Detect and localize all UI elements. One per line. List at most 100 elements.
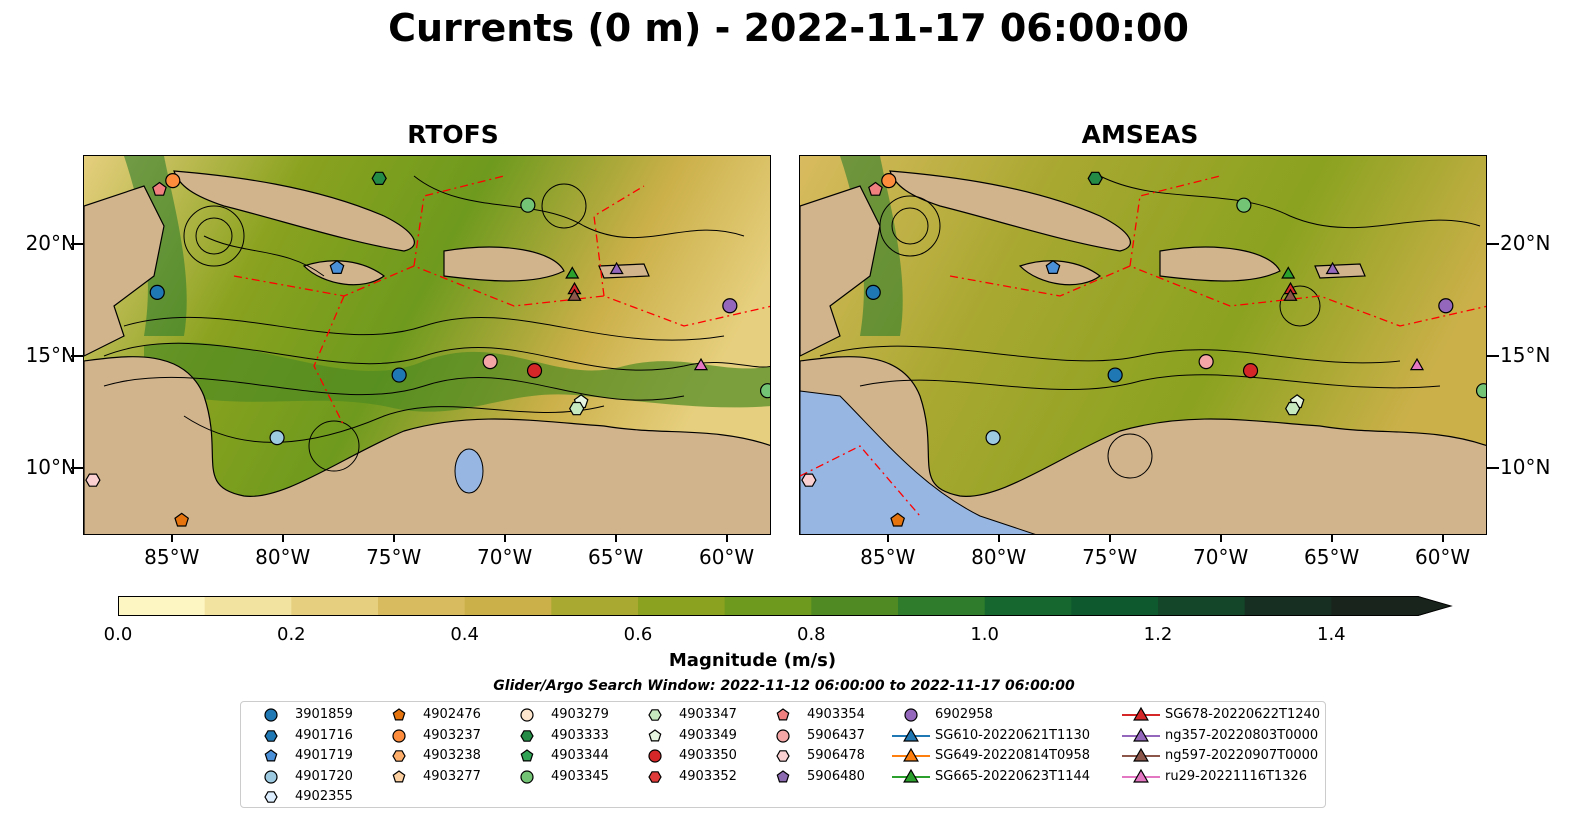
observation-marker-4902476[interactable] [890, 512, 906, 527]
legend: 3901859 4901716 4901719 4901720 4902355 49024… [240, 701, 1326, 808]
lon-tick-label: 70°W [1193, 545, 1249, 569]
observation-marker-4903345[interactable] [520, 197, 536, 213]
legend-label: 4903349 [679, 727, 737, 743]
observation-marker-ru29-20221116T1326[interactable] [1409, 357, 1425, 371]
observation-markers [801, 171, 1487, 527]
colorbar-tick-label: 0.4 [450, 624, 479, 645]
legend-label: 4903279 [551, 707, 609, 722]
observation-marker-4903350[interactable] [1242, 362, 1259, 379]
colorbar-segment [638, 596, 726, 616]
observation-marker-3901859[interactable] [1107, 367, 1123, 383]
map-rtofs[interactable] [83, 155, 771, 535]
lon-tick [503, 535, 506, 542]
observation-marker-4903354[interactable] [868, 181, 883, 196]
legend-label: 4903350 [679, 748, 737, 763]
observation-marker-5906437[interactable] [1198, 354, 1214, 370]
panel-title-rtofs: RTOFS [407, 120, 499, 149]
lon-tick [392, 535, 395, 542]
lat-tick [71, 355, 83, 358]
lon-tick [281, 535, 284, 542]
map-amseas[interactable] [799, 155, 1487, 535]
lon-tick [725, 535, 728, 542]
observation-marker-6902958[interactable] [1438, 298, 1454, 314]
legend-label: SG649-20220814T0958 [935, 748, 1091, 763]
colorbar-tick-label: 1.4 [1317, 624, 1346, 645]
observation-marker-4903345[interactable] [759, 383, 771, 399]
lon-tick-label: 60°W [698, 545, 755, 569]
jamaica-land [1018, 260, 1102, 286]
observation-marker-5906478[interactable] [85, 473, 101, 487]
yucatan-land [800, 185, 881, 357]
legend-label: 4902355 [295, 789, 353, 804]
legend-marker-icon [904, 708, 918, 722]
lat-tick [1487, 243, 1499, 246]
observation-marker-ng597-20220907T0000[interactable] [1283, 288, 1298, 301]
streamlines [819, 175, 1481, 479]
lon-tick [1441, 535, 1444, 542]
legend-marker-icon [1122, 747, 1160, 762]
legend-label: ng357-20220803T0000 [1165, 727, 1319, 743]
observation-markers [85, 171, 771, 527]
observation-marker-4903350[interactable] [526, 362, 543, 379]
observation-marker-SG665-20220623T1144[interactable] [1281, 266, 1296, 279]
observation-marker-4903345[interactable] [1475, 383, 1487, 399]
lon-tick-label: 65°W [588, 545, 644, 569]
observation-marker-4903347[interactable] [569, 401, 585, 416]
observation-marker-4903347[interactable] [1285, 401, 1301, 416]
observation-marker-5906437[interactable] [482, 354, 498, 370]
observation-marker-4901720[interactable] [269, 430, 285, 446]
observation-marker-4903237[interactable] [165, 172, 181, 189]
jamaica-land [302, 260, 386, 286]
observation-marker-4903345[interactable] [1236, 197, 1252, 213]
observation-marker-ng357-20220803T0000[interactable] [1325, 261, 1340, 275]
observation-marker-4903237[interactable] [881, 172, 897, 189]
observation-marker-6902958[interactable] [722, 298, 738, 314]
observation-marker-3901859[interactable] [149, 284, 165, 300]
colorbar-segment [984, 596, 1072, 616]
legend-marker-icon [264, 791, 278, 803]
observation-marker-5906478[interactable] [801, 473, 817, 487]
colorbar [118, 596, 1453, 616]
legend-label: 4903347 [679, 707, 737, 722]
lat-tick [1487, 466, 1499, 469]
observation-marker-4903333[interactable] [371, 171, 387, 185]
colorbar-extend-arrow [1418, 596, 1451, 616]
legend-marker-icon [776, 769, 790, 782]
observation-marker-ru29-20221116T1326[interactable] [693, 357, 709, 371]
lat-tick-label: 20°N [25, 231, 76, 256]
lon-tick [1219, 535, 1222, 542]
figure-title: Currents (0 m) - 2022-11-17 06:00:00 [388, 6, 1189, 50]
legend-label: 4903345 [551, 768, 609, 784]
legend-label: ru29-20221116T1326 [1165, 768, 1308, 784]
colorbar-segment [1244, 596, 1332, 616]
observation-marker-4901720[interactable] [985, 430, 1001, 446]
colorbar-segment [464, 596, 552, 616]
land-masses [800, 170, 1486, 534]
colorbar-tick-label: 1.2 [1143, 624, 1173, 645]
observation-marker-ng357-20220803T0000[interactable] [609, 261, 624, 275]
legend-marker-icon [1122, 768, 1160, 783]
colorbar-segment [378, 596, 466, 616]
lat-tick-label: 15°N [25, 343, 76, 368]
eez-boundaries [800, 175, 1486, 517]
observation-marker-4901719[interactable] [1045, 260, 1061, 275]
observation-marker-ng597-20220907T0000[interactable] [567, 288, 582, 301]
hispaniola-land [443, 246, 565, 282]
observation-marker-4901719[interactable] [329, 260, 345, 275]
observation-marker-3901859[interactable] [391, 367, 407, 383]
colorbar-outline [118, 596, 1453, 616]
map-amseas-canvas [800, 156, 1487, 534]
lat-tick [71, 243, 83, 246]
legend-label: 5906480 [807, 768, 865, 784]
lon-tick-label: 65°W [1304, 545, 1360, 569]
observation-marker-3901859[interactable] [865, 284, 881, 300]
observation-marker-4902476[interactable] [174, 512, 190, 527]
colorbar-segment [1158, 596, 1246, 616]
observation-marker-SG665-20220623T1144[interactable] [565, 266, 580, 279]
colorbar-tick-label: 0.8 [797, 624, 826, 645]
lon-tick-label: 80°W [971, 545, 1027, 569]
observation-marker-4903333[interactable] [1087, 171, 1103, 185]
observation-marker-4903354[interactable] [152, 181, 167, 196]
lon-tick-label: 75°W [366, 545, 422, 569]
colorbar-segment [898, 596, 986, 616]
